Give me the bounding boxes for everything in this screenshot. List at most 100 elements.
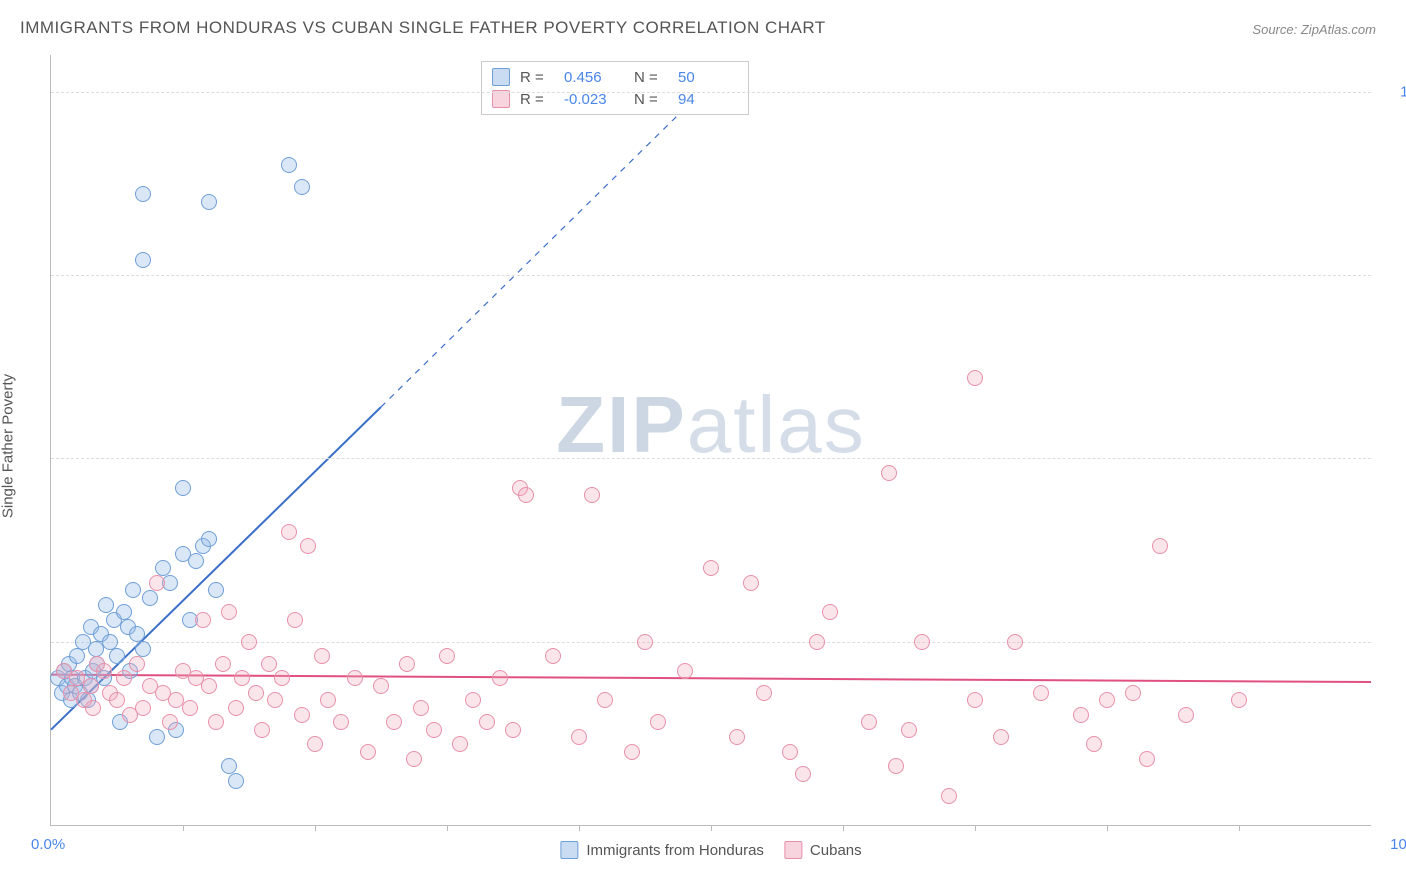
data-point-cubans [109,692,125,708]
data-point-cubans [439,648,455,664]
data-point-cubans [129,656,145,672]
legend-n-label: N = [634,69,668,86]
x-tick-mark [447,825,448,831]
data-point-cubans [505,722,521,738]
data-point-cubans [729,729,745,745]
scatter-plot-area: ZIPatlas R =0.456N =50R =-0.023N =94 0.0… [50,55,1371,826]
data-point-cubans [314,648,330,664]
y-tick-label: 50.0% [1381,450,1406,467]
data-point-cubans [637,634,653,650]
data-point-honduras [228,773,244,789]
data-point-cubans [914,634,930,650]
data-point-cubans [795,766,811,782]
data-point-cubans [597,692,613,708]
data-point-cubans [274,670,290,686]
series-legend: Immigrants from Honduras Cubans [560,841,861,859]
data-point-cubans [399,656,415,672]
legend-r-label: R = [520,91,554,108]
legend-swatch-cubans [492,90,510,108]
data-point-cubans [281,524,297,540]
data-point-cubans [993,729,1009,745]
data-point-cubans [195,612,211,628]
data-point-cubans [426,722,442,738]
data-point-honduras [135,252,151,268]
data-point-cubans [518,487,534,503]
data-point-cubans [85,700,101,716]
data-point-honduras [129,626,145,642]
data-point-cubans [254,722,270,738]
data-point-cubans [1086,736,1102,752]
x-tick-mark [579,825,580,831]
x-tick-mark [711,825,712,831]
data-point-honduras [142,590,158,606]
data-point-cubans [1125,685,1141,701]
bottom-legend-label-cubans: Cubans [810,842,862,859]
data-point-cubans [116,670,132,686]
data-point-cubans [822,604,838,620]
y-axis-label: Single Father Poverty [0,374,17,518]
source-label: Source: [1252,22,1297,37]
legend-row-honduras: R =0.456N =50 [492,66,738,88]
data-point-cubans [221,604,237,620]
data-point-cubans [294,707,310,723]
data-point-cubans [1152,538,1168,554]
data-point-honduras [116,604,132,620]
data-point-honduras [281,157,297,173]
correlation-legend: R =0.456N =50R =-0.023N =94 [481,61,749,115]
data-point-cubans [1099,692,1115,708]
data-point-cubans [888,758,904,774]
data-point-honduras [188,553,204,569]
source-attribution: Source: ZipAtlas.com [1252,22,1376,37]
data-point-cubans [413,700,429,716]
trend-lines-layer [51,55,1371,825]
data-point-cubans [861,714,877,730]
data-point-honduras [109,648,125,664]
data-point-cubans [1073,707,1089,723]
data-point-cubans [373,678,389,694]
data-point-cubans [261,656,277,672]
bottom-legend-swatch-cubans [784,841,802,859]
bottom-legend-swatch-honduras [560,841,578,859]
data-point-honduras [221,758,237,774]
gridline-h [51,275,1371,276]
data-point-honduras [149,729,165,745]
data-point-cubans [1139,751,1155,767]
x-tick-mark [315,825,316,831]
data-point-honduras [208,582,224,598]
x-tick-mark [975,825,976,831]
chart-title: IMMIGRANTS FROM HONDURAS VS CUBAN SINGLE… [20,18,826,38]
data-point-cubans [967,692,983,708]
data-point-cubans [307,736,323,752]
data-point-honduras [98,597,114,613]
x-axis-end-label: 100.0% [1390,836,1406,853]
data-point-honduras [155,560,171,576]
data-point-cubans [333,714,349,730]
data-point-cubans [287,612,303,628]
data-point-cubans [83,678,99,694]
data-point-cubans [241,634,257,650]
data-point-cubans [149,575,165,591]
data-point-honduras [135,186,151,202]
data-point-cubans [492,670,508,686]
bottom-legend-label-honduras: Immigrants from Honduras [586,842,764,859]
data-point-cubans [677,663,693,679]
data-point-cubans [901,722,917,738]
data-point-cubans [650,714,666,730]
data-point-cubans [215,656,231,672]
data-point-honduras [201,531,217,547]
data-point-cubans [809,634,825,650]
data-point-honduras [135,641,151,657]
source-name: ZipAtlas.com [1301,22,1376,37]
data-point-cubans [584,487,600,503]
data-point-cubans [406,751,422,767]
x-tick-mark [1107,825,1108,831]
data-point-cubans [228,700,244,716]
data-point-cubans [386,714,402,730]
data-point-honduras [69,648,85,664]
gridline-h [51,92,1371,93]
data-point-cubans [881,465,897,481]
watermark: ZIPatlas [556,379,865,471]
data-point-cubans [182,700,198,716]
x-tick-mark [183,825,184,831]
data-point-cubans [624,744,640,760]
